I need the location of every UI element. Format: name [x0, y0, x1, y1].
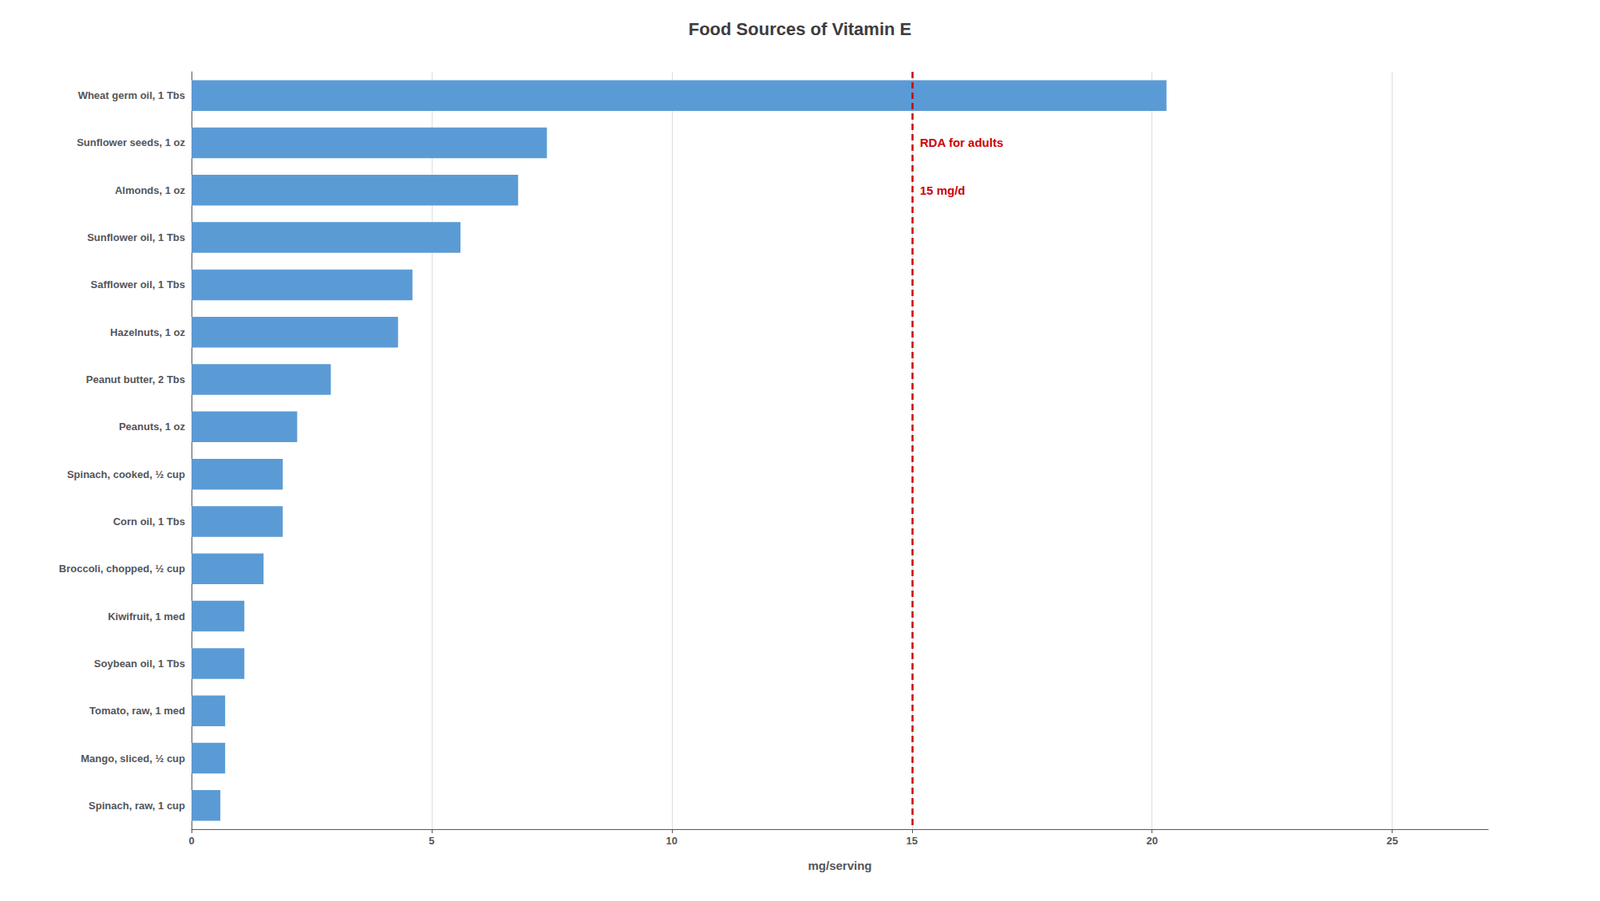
svg-text:Broccoli, chopped, ½ cup: Broccoli, chopped, ½ cup: [59, 562, 186, 575]
svg-text:Mango, sliced, ½ cup: Mango, sliced, ½ cup: [80, 752, 186, 765]
svg-text:Wheat germ oil, 1 Tbs: Wheat germ oil, 1 Tbs: [78, 89, 186, 102]
svg-text:Sunflower oil, 1 Tbs: Sunflower oil, 1 Tbs: [86, 231, 186, 244]
svg-text:Safflower oil, 1 Tbs: Safflower oil, 1 Tbs: [90, 278, 186, 291]
svg-text:Soybean oil, 1 Tbs: Soybean oil, 1 Tbs: [94, 657, 186, 670]
svg-text:Almonds, 1 oz: Almonds, 1 oz: [114, 184, 186, 197]
svg-text:5: 5: [428, 834, 435, 847]
svg-text:Spinach, cooked, ½ cup: Spinach, cooked, ½ cup: [67, 468, 186, 481]
svg-text:Peanuts, 1 oz: Peanuts, 1 oz: [118, 420, 186, 433]
svg-text:25: 25: [1386, 834, 1398, 847]
svg-text:RDA for adults: RDA for adults: [920, 135, 1004, 150]
svg-text:0: 0: [188, 834, 194, 847]
svg-text:Food Sources of Vitamin E: Food Sources of Vitamin E: [688, 19, 913, 40]
svg-text:15: 15: [906, 834, 918, 847]
svg-text:Hazelnuts, 1 oz: Hazelnuts, 1 oz: [110, 326, 186, 339]
svg-text:Kiwifruit, 1 med: Kiwifruit, 1 med: [107, 610, 186, 623]
svg-text:Corn oil, 1 Tbs: Corn oil, 1 Tbs: [113, 515, 186, 528]
svg-text:Sunflower seeds, 1 oz: Sunflower seeds, 1 oz: [76, 136, 186, 149]
svg-text:15 mg/d: 15 mg/d: [920, 183, 966, 198]
svg-text:10: 10: [666, 834, 678, 847]
svg-text:mg/serving: mg/serving: [807, 858, 872, 873]
svg-text:Peanut butter, 2 Tbs: Peanut butter, 2 Tbs: [86, 373, 186, 386]
svg-text:Spinach, raw, 1 cup: Spinach, raw, 1 cup: [88, 799, 186, 812]
svg-text:20: 20: [1145, 834, 1158, 847]
svg-text:Tomato, raw, 1 med: Tomato, raw, 1 med: [89, 704, 186, 717]
